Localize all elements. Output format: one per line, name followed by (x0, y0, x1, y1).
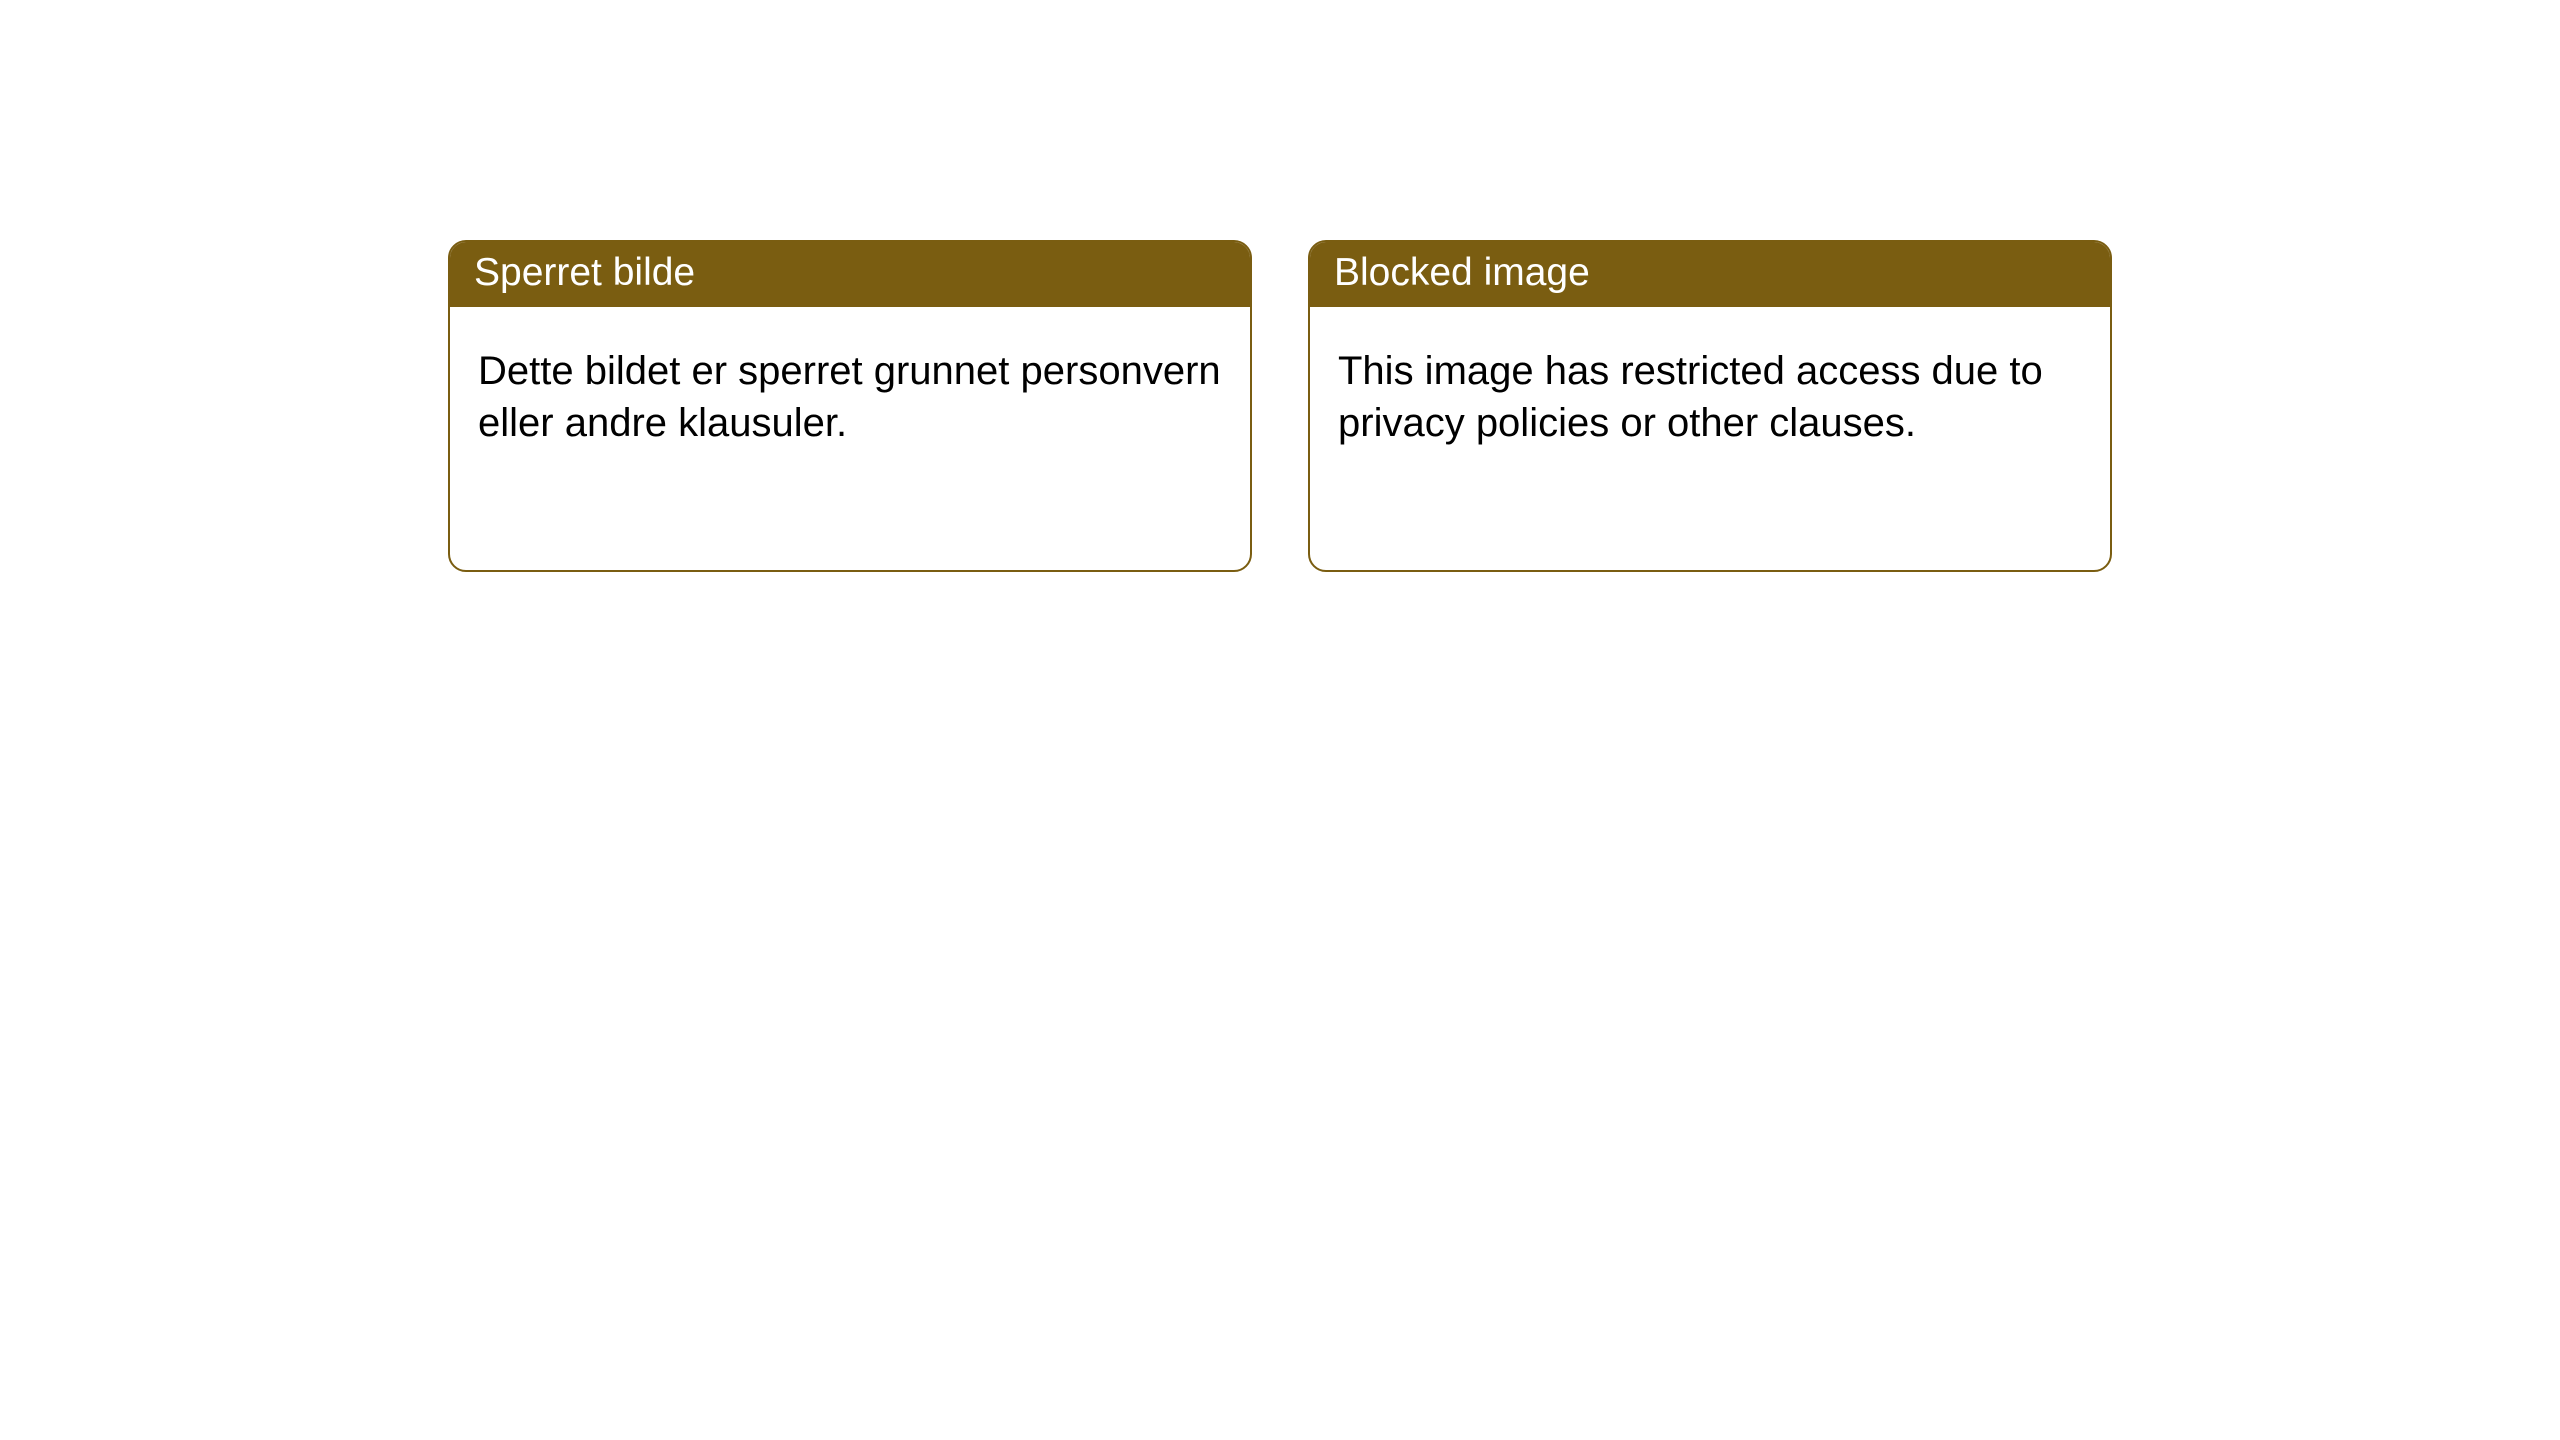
notice-card-no: Sperret bilde Dette bildet er sperret gr… (448, 240, 1252, 572)
notice-card-body: Dette bildet er sperret grunnet personve… (450, 307, 1250, 477)
notice-card-body: This image has restricted access due to … (1310, 307, 2110, 477)
notice-cards-container: Sperret bilde Dette bildet er sperret gr… (448, 240, 2112, 572)
notice-card-title: Blocked image (1310, 242, 2110, 307)
notice-card-title: Sperret bilde (450, 242, 1250, 307)
notice-card-en: Blocked image This image has restricted … (1308, 240, 2112, 572)
